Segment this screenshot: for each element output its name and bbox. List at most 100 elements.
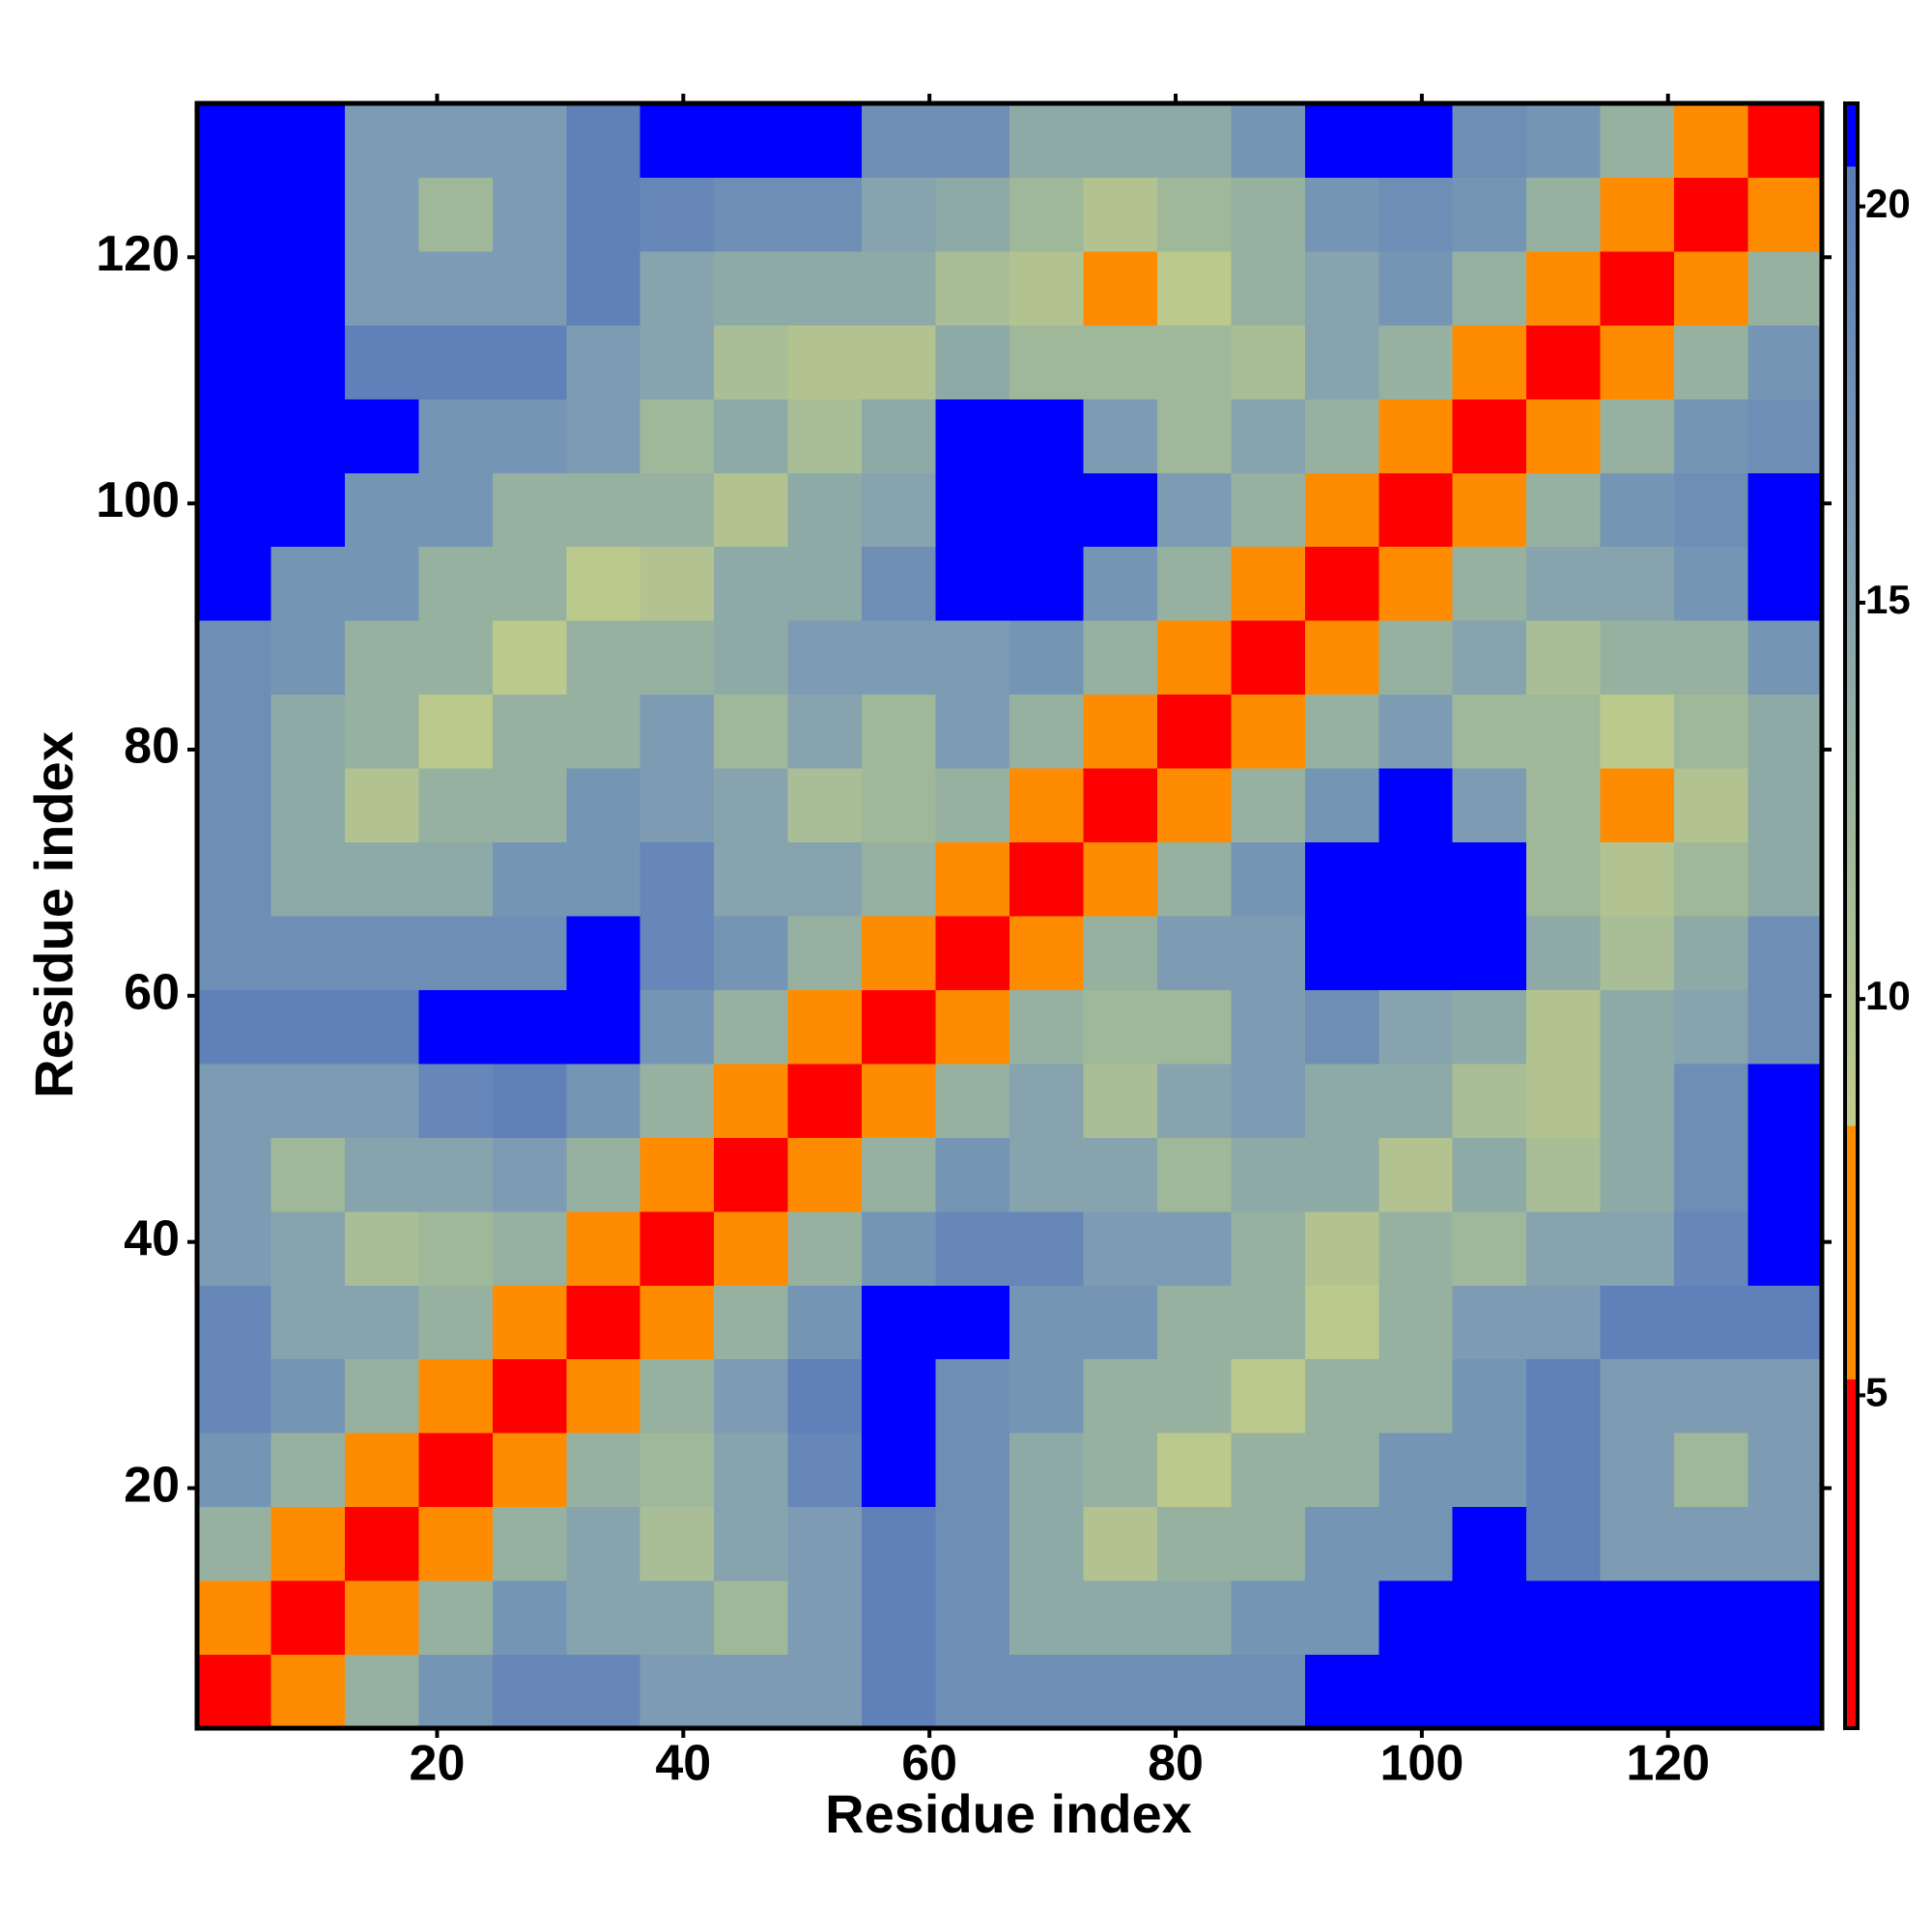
heatmap-cell [714, 103, 789, 178]
heatmap-cell [1674, 103, 1749, 178]
heatmap-cell [1009, 472, 1084, 548]
heatmap-cell [1304, 1433, 1379, 1508]
heatmap-cell [1304, 1063, 1379, 1138]
heatmap-cell [1674, 768, 1749, 843]
heatmap-cell [1304, 916, 1379, 990]
heatmap-cell [1231, 1137, 1306, 1212]
heatmap-cell [1674, 177, 1749, 252]
heatmap-cell [1231, 989, 1306, 1065]
heatmap-cell [1231, 1506, 1306, 1581]
heatmap-cell [1156, 1433, 1232, 1508]
heatmap-cell [197, 1580, 271, 1656]
heatmap-cell [566, 768, 641, 843]
x-tick-label: 60 [901, 1736, 957, 1792]
heatmap-cell [787, 1506, 863, 1581]
heatmap-cell [787, 472, 863, 548]
heatmap-cell [1452, 841, 1527, 917]
heatmap-cell [935, 841, 1010, 917]
heatmap-cell [1526, 546, 1602, 621]
heatmap-cell [1526, 103, 1602, 178]
heatmap-cell [935, 1433, 1010, 1508]
heatmap-cell [1526, 1285, 1602, 1360]
heatmap-cell [1156, 916, 1232, 990]
heatmap-cell [787, 841, 863, 917]
heatmap-cell [862, 1506, 937, 1581]
heatmap-cell [1378, 1285, 1454, 1360]
heatmap-cell [639, 841, 715, 917]
heatmap-cell [862, 916, 937, 990]
heatmap-cell [566, 1358, 641, 1434]
heatmap-cell [270, 250, 346, 326]
heatmap-cell [1378, 546, 1454, 621]
heatmap-cell [270, 1654, 346, 1729]
heatmap-cell [935, 1285, 1010, 1360]
heatmap-cell [1231, 1580, 1306, 1656]
x-tick-label: 40 [655, 1736, 711, 1792]
colorbar [1843, 101, 1860, 1730]
heatmap-cell [1304, 1580, 1379, 1656]
heatmap-cell [566, 1063, 641, 1138]
heatmap-cell [1526, 250, 1602, 326]
heatmap-cell [935, 398, 1010, 473]
heatmap-cell [1156, 546, 1232, 621]
heatmap-cell [418, 103, 494, 178]
heatmap-cell [492, 103, 567, 178]
heatmap-cell [1304, 398, 1379, 473]
heatmap-cell [1600, 1063, 1675, 1138]
heatmap-cell [1600, 1137, 1675, 1212]
heatmap-cell [344, 472, 419, 548]
heatmap-cell [1009, 103, 1084, 178]
heatmap-cell [1747, 103, 1823, 178]
heatmap-cell [1009, 1654, 1084, 1729]
heatmap-cell [270, 325, 346, 400]
heatmap-cell [1304, 989, 1379, 1065]
heatmap-cell [270, 177, 346, 252]
heatmap-cell [1378, 841, 1454, 917]
heatmap-cell [1526, 620, 1602, 696]
heatmap-cell [1083, 620, 1158, 696]
heatmap-cell [714, 916, 789, 990]
heatmap-cell [344, 620, 419, 696]
heatmap-cell [197, 1358, 271, 1434]
heatmap-cell [787, 989, 863, 1065]
heatmap-cell [1009, 620, 1084, 696]
heatmap-cell [1009, 1285, 1084, 1360]
heatmap-cell [1156, 841, 1232, 917]
heatmap-cell [1526, 916, 1602, 990]
heatmap-cell [935, 1137, 1010, 1212]
heatmap-cell [1083, 841, 1158, 917]
heatmap-cell [1009, 768, 1084, 843]
heatmap-cell [566, 1506, 641, 1581]
heatmap-cell [270, 694, 346, 769]
heatmap-cell [787, 103, 863, 178]
heatmap-cell [1747, 177, 1823, 252]
heatmap-cell [1674, 398, 1749, 473]
heatmap-cell [1156, 1358, 1232, 1434]
heatmap-cell [1009, 1063, 1084, 1138]
heatmap-cell [1747, 1580, 1823, 1656]
heatmap-cell [787, 546, 863, 621]
heatmap-cell [1452, 1358, 1527, 1434]
heatmap-cell [1156, 250, 1232, 326]
colorbar-tick-label: 20 [1865, 181, 1911, 226]
heatmap-cell [935, 1580, 1010, 1656]
heatmap-cell [270, 768, 346, 843]
heatmap-cell [270, 398, 346, 473]
heatmap-cell [862, 398, 937, 473]
heatmap-cell [1009, 398, 1084, 473]
heatmap-cell [639, 1654, 715, 1729]
heatmap-cell [1747, 1506, 1823, 1581]
heatmap-cell [1747, 325, 1823, 400]
heatmap-cell [1083, 472, 1158, 548]
heatmap-cell [1083, 1210, 1158, 1286]
heatmap-cell [639, 916, 715, 990]
heatmap-cell [714, 768, 789, 843]
heatmap-cell [1526, 472, 1602, 548]
heatmap-cell [935, 1210, 1010, 1286]
heatmap-cell [1452, 1285, 1527, 1360]
heatmap-cell [492, 398, 567, 473]
heatmap-cell [787, 916, 863, 990]
heatmap-cell [344, 694, 419, 769]
heatmap-cell [935, 103, 1010, 178]
heatmap-cell [1600, 1433, 1675, 1508]
